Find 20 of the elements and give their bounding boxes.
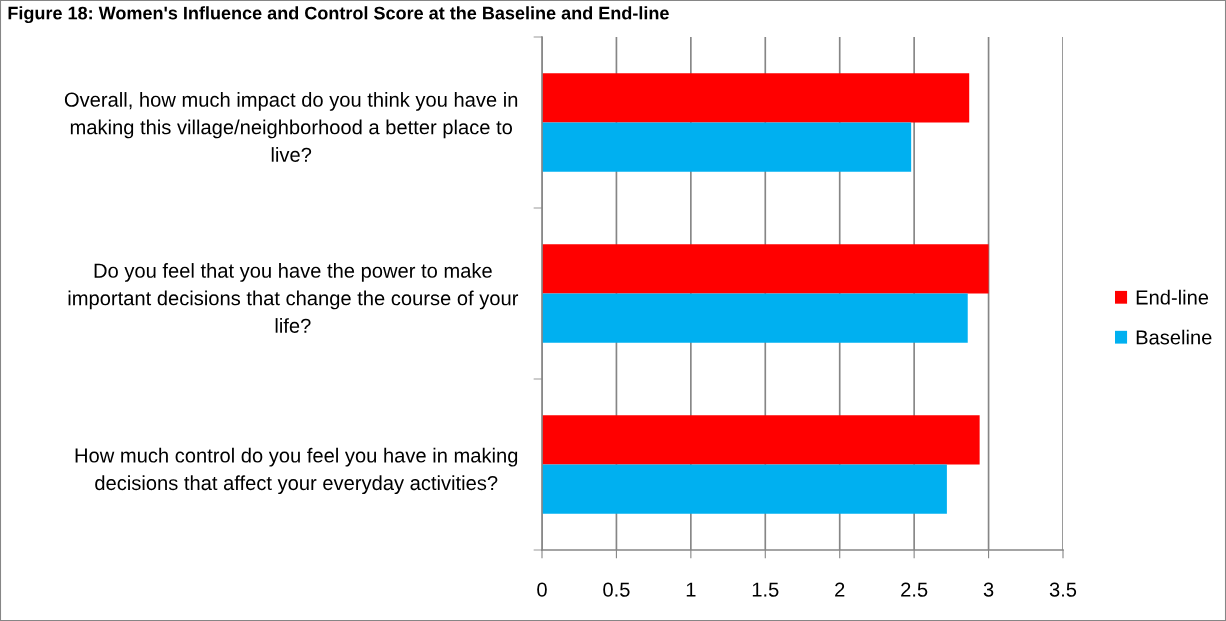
bar bbox=[542, 415, 980, 465]
legend-label: End-line bbox=[1136, 289, 1209, 305]
x-tick-label: 3.5 bbox=[1049, 582, 1077, 597]
x-tick-label: 1.5 bbox=[752, 582, 779, 597]
y-tick-label: Do you feel that you have the power to make important decisions that change the course of your life? bbox=[68, 263, 519, 333]
x-tick-label: 2.5 bbox=[901, 582, 928, 597]
x-tick-label: 0.5 bbox=[603, 582, 630, 597]
bar bbox=[542, 293, 968, 343]
legend-label: Baseline bbox=[1136, 329, 1212, 345]
bar bbox=[542, 122, 912, 172]
text: Figure 18: Women's Influence and Control Score at the Baseline and End-line bbox=[8, 6, 669, 24]
bar bbox=[542, 464, 947, 514]
x-tick-label: 3 bbox=[983, 582, 994, 597]
x-tick-label: 0 bbox=[537, 582, 547, 597]
y-tick-label: How much control do you feel you have in making decisions that affect your everyday activities? bbox=[75, 447, 518, 495]
bar bbox=[542, 244, 989, 294]
bar bbox=[542, 73, 970, 123]
x-tick-label: 2 bbox=[835, 582, 845, 597]
x-tick-label: 1 bbox=[686, 582, 696, 597]
y-tick-label: Overall, how much impact do you think you have in making this village/neighborhood a better place to live? bbox=[64, 92, 518, 162]
